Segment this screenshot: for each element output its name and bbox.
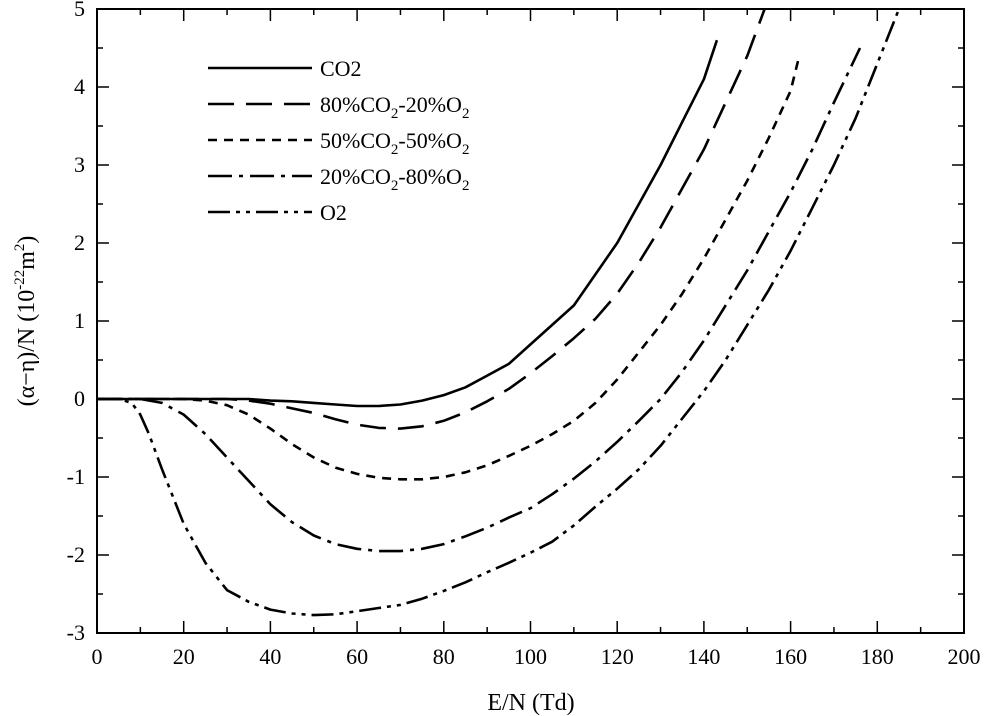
legend-label-3: 50%CO2-50%O2: [320, 128, 469, 158]
legend-label-4: 20%CO2-80%O2: [320, 164, 469, 194]
y-tick-label: 2: [74, 230, 85, 255]
y-tick-label: 4: [74, 74, 85, 99]
x-tick-label: 140: [687, 644, 720, 669]
legend-label-5: O2: [320, 200, 347, 225]
y-axis-label: (α−η)/N (10-22m2): [12, 236, 40, 407]
series-line-2: [97, 8, 766, 430]
x-tick-label: 180: [861, 644, 894, 669]
series-layer: [97, 8, 901, 617]
x-tick-label: 60: [346, 644, 368, 669]
series-line-5: [97, 8, 901, 617]
x-axis-label: E/N (Td): [487, 690, 574, 716]
y-tick-label: 5: [74, 0, 85, 21]
x-tick-label: 120: [601, 644, 634, 669]
series-line-3: [97, 55, 801, 481]
x-tick-label: 0: [92, 644, 103, 669]
x-tick-label: 100: [514, 644, 547, 669]
y-tick-label: 0: [74, 386, 85, 411]
legend-label-1: CO2: [320, 56, 362, 81]
series-line-1: [97, 39, 719, 408]
legend-label-2: 80%CO2-20%O2: [320, 92, 469, 122]
axis-ticks: 0 20 40 60 80 100 120 140 160 180 200 -3 -2 -1 0 1 2 3 4 5: [67, 0, 981, 669]
y-tick-label: -2: [67, 542, 85, 567]
y-tick-label: -1: [67, 464, 85, 489]
legend: CO2 80%CO2-20%O2 50%CO2-50%O2 20%CO2-80%O2 O…: [208, 56, 469, 225]
x-tick-label: 160: [774, 644, 807, 669]
x-tick-label: 20: [173, 644, 195, 669]
x-tick-label: 200: [948, 644, 981, 669]
x-tick-label: 80: [433, 644, 455, 669]
x-tick-label: 40: [259, 644, 281, 669]
y-tick-label: 1: [74, 308, 85, 333]
y-tick-label: -3: [67, 620, 85, 645]
series-line-4: [97, 47, 862, 553]
y-tick-label: 3: [74, 152, 85, 177]
